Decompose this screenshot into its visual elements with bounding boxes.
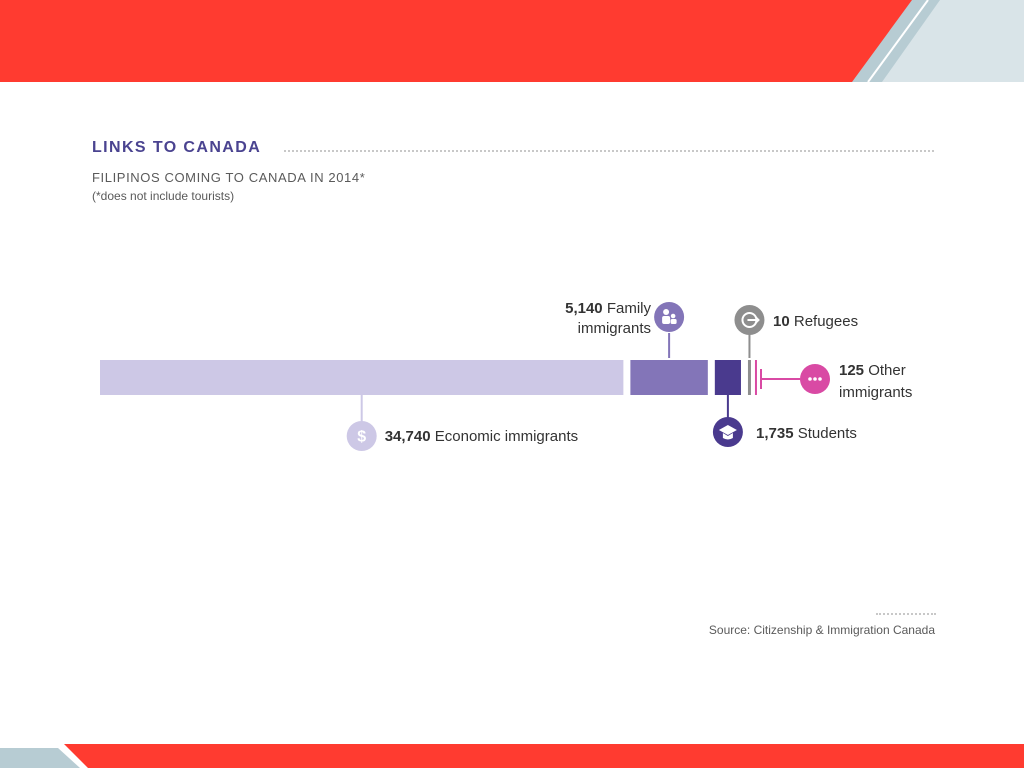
label-family-line2: immigrants (578, 320, 651, 337)
label-other-name: Other (868, 362, 906, 379)
label-other-line1: 125 Other (839, 362, 906, 379)
label-family-name: Family (607, 300, 652, 317)
label-economic-text: 34,740 Economic immigrants (385, 428, 578, 445)
label-refugees-text: 10 Refugees (773, 313, 858, 330)
banner-white-line (867, 0, 929, 82)
label-other-line2: immigrants (839, 384, 912, 401)
label-family-value: 5,140 (565, 300, 603, 317)
footer-band (0, 744, 1024, 768)
title-divider (284, 150, 934, 152)
label-economic-name: Economic immigrants (435, 428, 578, 445)
bars (100, 360, 757, 395)
bar-other-immigrants (754, 360, 757, 395)
label-refugees: 10 Refugees (734, 305, 858, 358)
chart-subtitle: FILIPINOS COMING TO CANADA IN 2014* (92, 170, 366, 185)
label-students: 1,735 Students (712, 395, 857, 447)
label-students-name: Students (798, 425, 857, 442)
section-title: LINKS TO CANADA (92, 139, 262, 156)
label-family: 5,140 Family immigrants (565, 300, 685, 358)
label-other-value: 125 (839, 362, 864, 379)
label-students-value: 1,735 (756, 425, 794, 442)
dollar-icon: $ (346, 421, 377, 451)
label-refugees-name: Refugees (794, 313, 858, 330)
footer-red-block (64, 744, 1024, 768)
bar-refugees (747, 360, 751, 395)
bar-students (714, 360, 741, 395)
chart-note: (*does not include tourists) (92, 189, 235, 203)
label-family-line1: 5,140 Family (565, 300, 651, 317)
bar-family-immigrants (630, 360, 708, 395)
banner-red-block (0, 0, 912, 82)
refugee-icon (734, 305, 765, 335)
family-icon (654, 302, 685, 332)
label-refugees-value: 10 (773, 313, 790, 330)
label-students-text: 1,735 Students (756, 425, 857, 442)
label-economic: $ 34,740 Economic immigrants (346, 395, 578, 451)
source-note: Source: Citizenship & Immigration Canada (708, 623, 935, 637)
source-divider (876, 613, 936, 615)
graduation-cap-icon (712, 417, 743, 447)
footer-blue-stripe (0, 748, 80, 768)
label-other: 125 Other immigrants (760, 362, 912, 401)
more-icon (800, 364, 830, 394)
label-economic-value: 34,740 (385, 428, 431, 445)
bar-economic-immigrants (100, 360, 624, 395)
header-banner (0, 0, 1024, 82)
svg-text:$: $ (357, 429, 366, 446)
